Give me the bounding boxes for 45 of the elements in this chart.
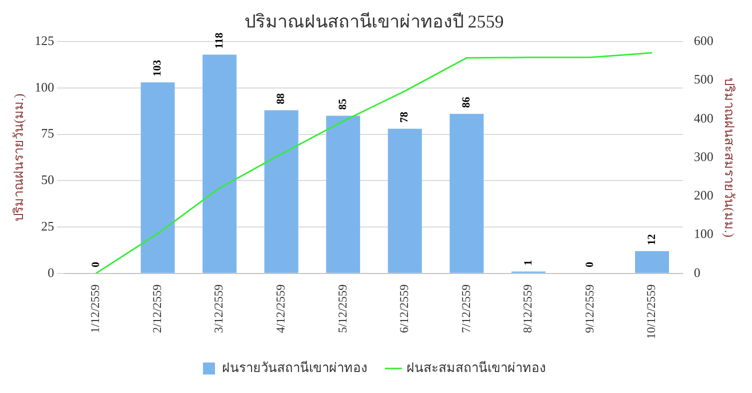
y-tick-label: 100 — [34, 79, 54, 94]
x-tick-label: 5/12/2559 — [335, 284, 350, 334]
data-label: 103 — [152, 59, 164, 76]
x-tick-label: 7/12/2559 — [458, 284, 473, 334]
x-tick-label: 2/12/2559 — [150, 284, 164, 334]
bar — [202, 54, 237, 273]
x-tick-label: 1/12/2559 — [88, 284, 102, 334]
bar — [388, 128, 422, 273]
y2-tick-label: 100 — [694, 226, 714, 242]
y2-tick-label: 300 — [694, 148, 714, 164]
y-tick-label: 50 — [41, 172, 54, 188]
legend-label: ฝนสะสมสถานีเขาผ่าทอง — [406, 360, 546, 375]
data-label: 85 — [336, 98, 349, 110]
x-tick-label: 3/12/2559 — [212, 284, 226, 334]
data-label: 86 — [460, 96, 473, 108]
data-label: 0 — [90, 261, 102, 268]
x-tick-label: 6/12/2559 — [397, 284, 412, 334]
data-label: 12 — [646, 234, 658, 246]
bar — [450, 114, 484, 273]
y2-tick-label: 400 — [694, 110, 714, 126]
bar — [635, 251, 669, 273]
y-tick-label: 0 — [48, 264, 54, 280]
y-tick-label: 75 — [41, 126, 54, 141]
data-label: 0 — [584, 261, 596, 268]
y2-tick-label: 600 — [694, 33, 714, 48]
data-label: 1 — [522, 260, 534, 266]
x-tick-label: 4/12/2559 — [273, 284, 288, 334]
bar — [326, 116, 360, 273]
y2-tick-label: 500 — [694, 72, 714, 87]
x-tick-label: 10/12/2559 — [644, 284, 658, 340]
bar — [264, 110, 298, 273]
legend-label: ฝนรายวันสถานีเขาผ่าทอง — [222, 360, 367, 375]
bar — [140, 82, 175, 273]
y-axis-title: ปริมาณฝนรายวัน(มม.) — [11, 94, 26, 222]
chart-title: ปริมาณฝนสถานีเขาผ่าทองปี 2559 — [244, 12, 504, 32]
y2-axis-title: ปริมาณฝนสะสมรายวัน(มม.) — [722, 78, 737, 238]
x-tick-label: 9/12/2559 — [582, 284, 596, 334]
y2-tick-label: 200 — [694, 188, 714, 203]
x-tick-label: 8/12/2559 — [520, 284, 535, 334]
data-label: 78 — [398, 111, 411, 123]
y-tick-label: 25 — [41, 218, 54, 234]
y2-tick-label: 0 — [694, 264, 700, 280]
data-label: 118 — [213, 32, 226, 49]
data-label: 88 — [275, 92, 288, 104]
y-tick-label: 125 — [34, 33, 54, 48]
